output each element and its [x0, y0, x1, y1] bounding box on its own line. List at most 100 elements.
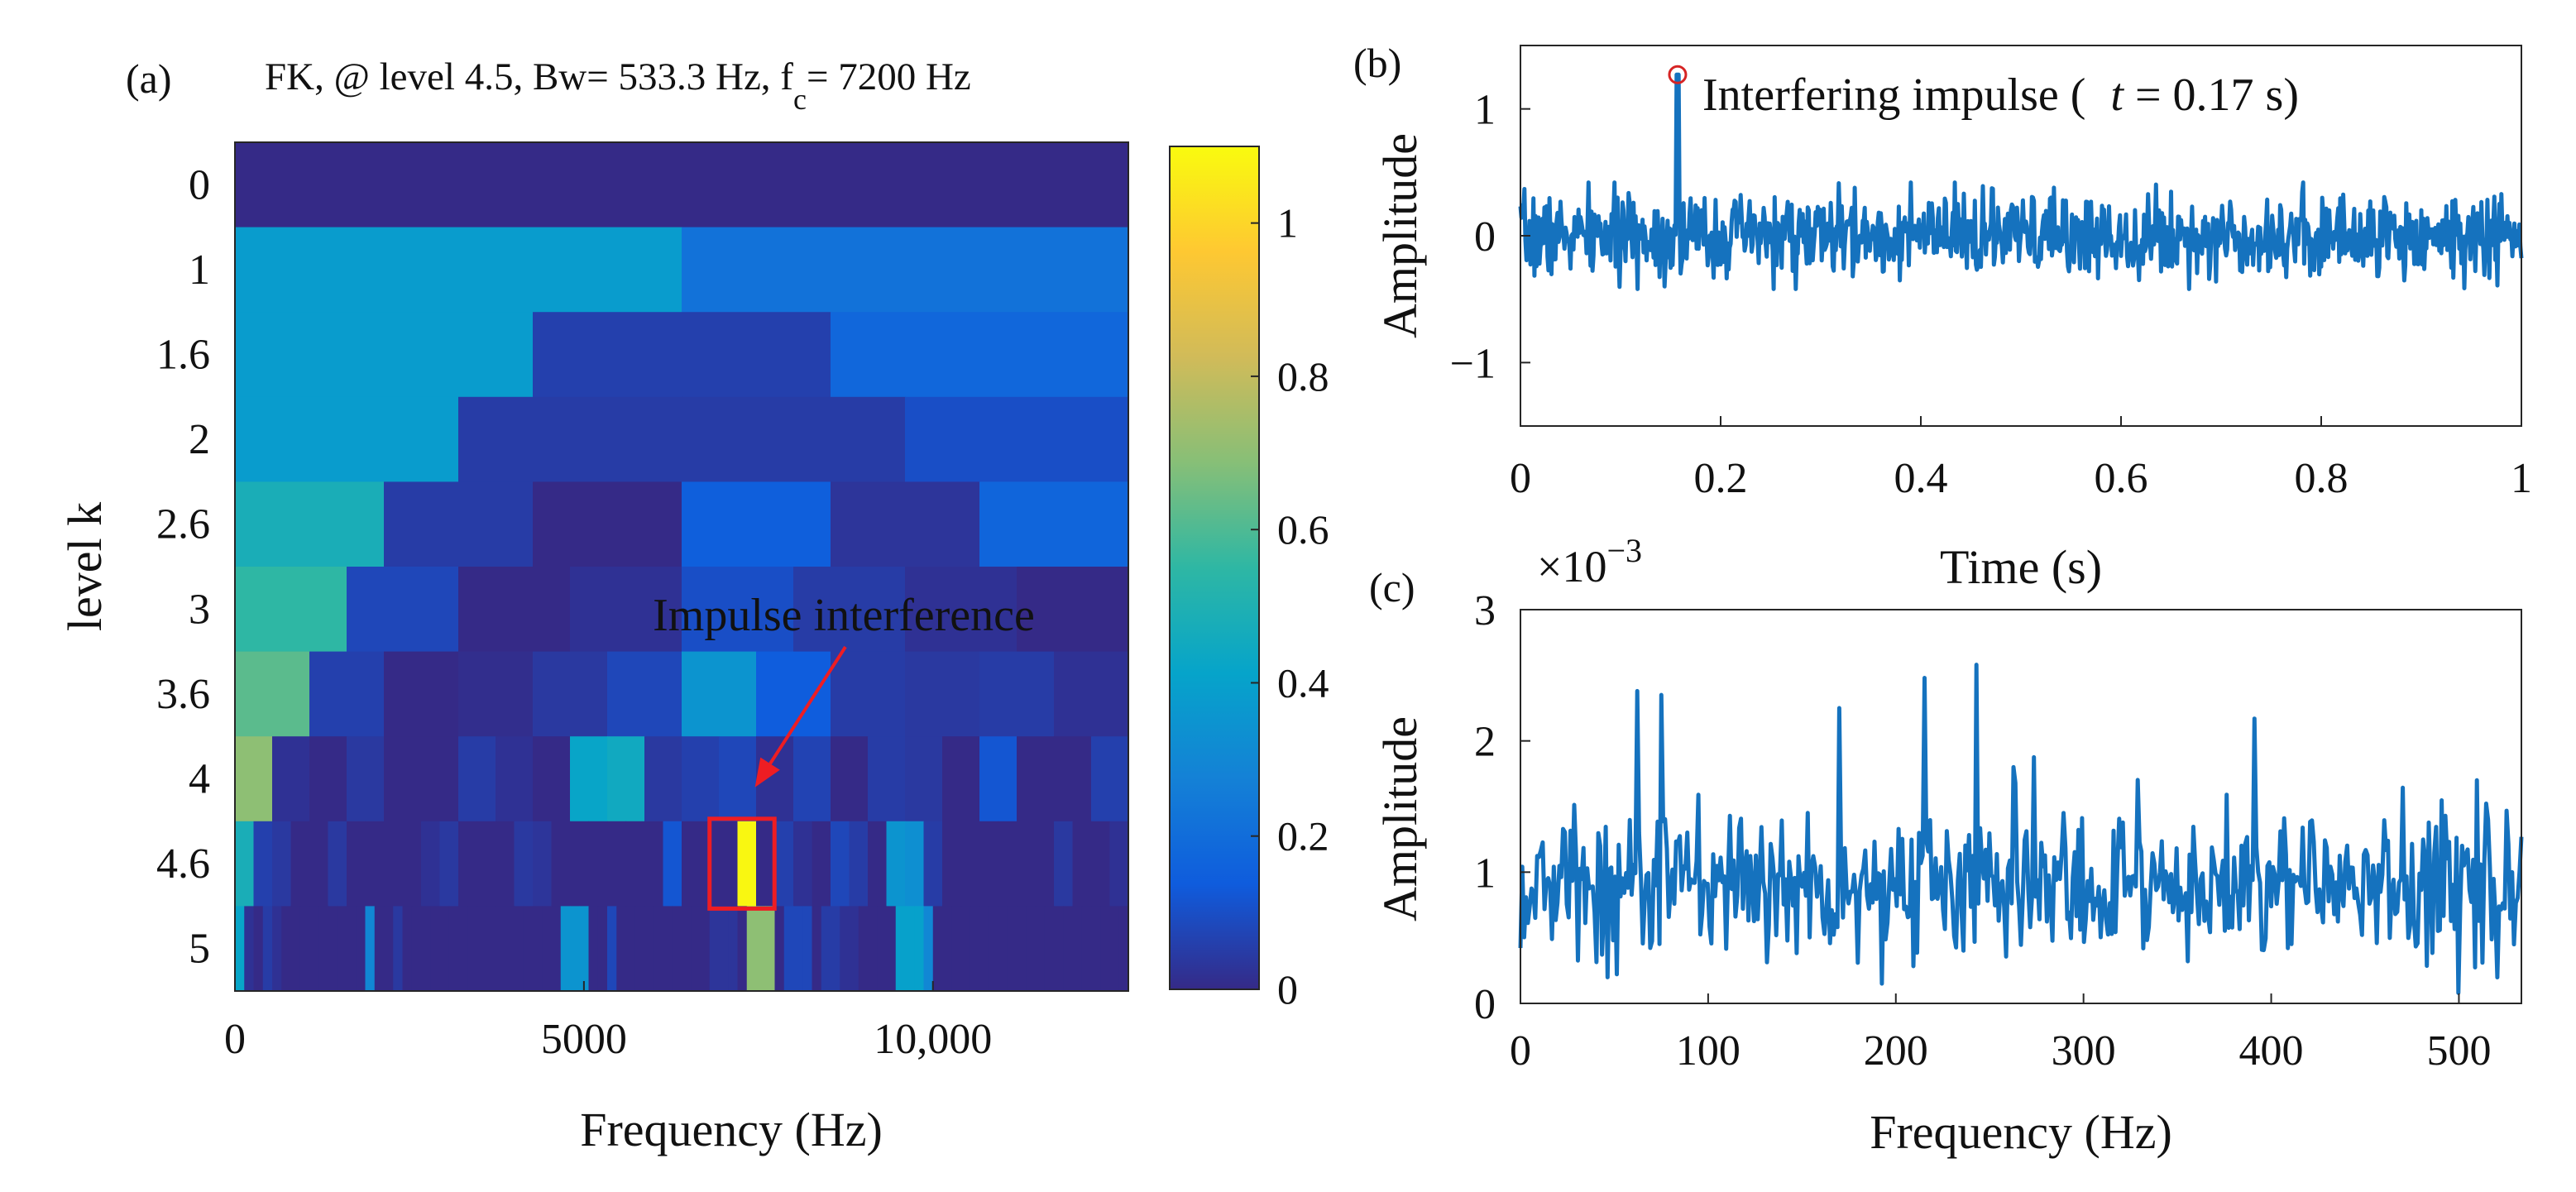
heatmap-cell [905, 821, 925, 907]
heatmap-cell [756, 651, 831, 737]
heatmap-cell [644, 821, 664, 907]
time-plot-y-tick-label: 1 [1474, 87, 1496, 134]
heatmap-x-tick-label: 0 [224, 1016, 246, 1063]
time-plot-y-tick-label: 0 [1474, 213, 1496, 261]
spectrum-line [1518, 663, 2524, 995]
heatmap-cell [235, 227, 682, 313]
heatmap-cell [542, 906, 553, 992]
heatmap-cell [682, 567, 794, 653]
heatmap-cell [309, 736, 347, 822]
heatmap-cell [570, 821, 590, 907]
heatmap-cell [1091, 821, 1111, 907]
heatmap-cell [831, 481, 980, 567]
heatmap-cell [942, 736, 980, 822]
heatmap-cell [505, 906, 515, 992]
time-signal-plot [1518, 72, 2524, 291]
heatmap-cell [476, 906, 487, 992]
heatmap-cell [644, 906, 654, 992]
heatmap-cell [309, 906, 319, 992]
heatmap-cell [979, 906, 989, 992]
heatmap-cell [783, 906, 794, 992]
spectrum-plot-frame [1520, 609, 2522, 1004]
heatmap-y-tick-label: 3.6 [156, 671, 210, 718]
heatmap-cell [923, 906, 934, 992]
heatmap-cell [895, 906, 906, 992]
heatmap-cell [347, 906, 357, 992]
spectrum-x-tick-label: 200 [1864, 1027, 1928, 1075]
heatmap-cell [682, 396, 906, 482]
heatmap-cell [235, 567, 347, 653]
heatmap-cell [960, 906, 971, 992]
heatmap-cell [1054, 736, 1092, 822]
impulse-interference-annotation: Impulse interference [653, 590, 1035, 911]
heatmap-cell [905, 906, 915, 992]
impulse-label-suffix: = 0.17 s) [2124, 69, 2299, 121]
spectrum-x-tick-label: 300 [2052, 1027, 2116, 1075]
heatmap-cell [1035, 821, 1055, 907]
heatmap-cell [840, 906, 850, 992]
heatmap-cell [570, 567, 682, 653]
heatmap-cell [290, 906, 301, 992]
heatmap-cell [831, 312, 1129, 398]
spectrum-y-tick-label: 1 [1474, 850, 1496, 897]
time-plot-x-tick-labels: 0 0.2 0.4 0.6 0.8 1 [1510, 416, 2532, 502]
heatmap-cell [979, 821, 999, 907]
heatmap-cell [384, 651, 459, 737]
heatmap-cell [309, 651, 385, 737]
heatmap-y-tick-label: 2 [189, 416, 210, 463]
heatmap-y-tick-labels: 0 1 1.6 2 2.6 3 3.6 4 4.6 5 [156, 161, 210, 972]
heatmap-cell [588, 821, 608, 907]
heatmap-cell [533, 821, 553, 907]
heatmap-cell [756, 821, 776, 907]
heatmap-cell [607, 651, 682, 737]
colorbar-tick-label: 0.6 [1277, 506, 1329, 553]
heatmap-cell [570, 906, 580, 992]
heatmap-cell [533, 312, 831, 398]
heatmap-cell [951, 906, 962, 992]
heatmap-cell [533, 481, 682, 567]
heatmap-cell [328, 906, 338, 992]
heatmap-cell [533, 736, 571, 822]
heatmap-cell [765, 906, 776, 992]
spectrum-y-tick-label: 0 [1474, 981, 1496, 1028]
time-plot-x-tick-label: 0.8 [2295, 455, 2349, 502]
heatmap-cell [1081, 906, 1092, 992]
heatmap-cell [588, 906, 599, 992]
colorbar-gradient [1170, 146, 1259, 989]
heatmap-cell [1072, 906, 1083, 992]
heatmap-cell [831, 651, 906, 737]
heatmap-cell [579, 906, 590, 992]
heatmap-cell [448, 906, 459, 992]
heatmap-cell [1017, 567, 1129, 653]
heatmap-title: FK, @ level 4.5, Bw= 533.3 Hz, fc= 7200 … [265, 55, 971, 116]
heatmap-x-tick-label: 10,000 [874, 1016, 992, 1063]
heatmap-cell [793, 567, 906, 653]
heatmap-cell [365, 906, 376, 992]
heatmap-cell [496, 736, 534, 822]
time-plot-x-axis-label: Time (s) [1940, 540, 2102, 594]
spectrum-x-tick-label: 500 [2426, 1027, 2491, 1075]
annotation-arrow-head [754, 757, 780, 787]
impulse-label-prefix: Interfering impulse ( [1702, 69, 2085, 121]
heatmap-cell [1054, 651, 1129, 737]
colorbar-tick-label: 0.8 [1277, 353, 1329, 400]
heatmap-cell [570, 736, 608, 822]
heatmap-cell [886, 821, 906, 907]
heatmap-cell [905, 651, 980, 737]
heatmap-cell [793, 906, 803, 992]
heatmap-cell [235, 142, 1129, 228]
heatmap-cell [663, 906, 673, 992]
heatmap-cells [235, 142, 1129, 992]
heatmap-cell [802, 906, 813, 992]
heatmap-cell [560, 906, 571, 992]
heatmap-cell [347, 821, 366, 907]
annotation-arrow-line [768, 645, 847, 765]
heatmap-cell [979, 481, 1129, 567]
heatmap-cell [299, 906, 310, 992]
heatmap-cell [402, 821, 422, 907]
heatmap-cell [691, 906, 701, 992]
heatmap-y-tick-label: 4.6 [156, 840, 210, 888]
heatmap-cell [458, 821, 478, 907]
impulse-label-variable: t [2110, 69, 2124, 121]
heatmap-cell [905, 736, 943, 822]
